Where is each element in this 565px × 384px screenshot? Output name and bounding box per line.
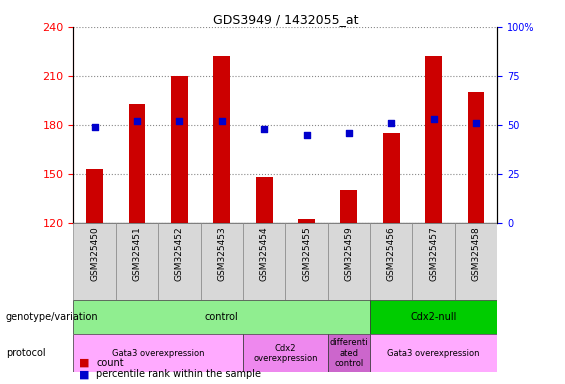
Text: GSM325457: GSM325457 <box>429 227 438 281</box>
Bar <box>243 334 328 372</box>
Point <box>471 120 480 126</box>
Bar <box>214 56 231 223</box>
Text: Gata3 overexpression: Gata3 overexpression <box>388 349 480 358</box>
Bar <box>158 223 201 300</box>
Bar <box>86 169 103 223</box>
Point <box>259 126 269 132</box>
Point <box>90 124 99 130</box>
Text: control: control <box>205 312 238 322</box>
Point <box>344 129 354 136</box>
Text: GSM325458: GSM325458 <box>472 227 480 281</box>
Text: GSM325453: GSM325453 <box>218 227 226 281</box>
Bar <box>128 104 146 223</box>
Bar <box>73 300 370 334</box>
Text: differenti
ated
control: differenti ated control <box>329 338 368 368</box>
Text: Cdx2
overexpression: Cdx2 overexpression <box>253 344 318 363</box>
Point <box>429 116 438 122</box>
Text: Gata3 overexpression: Gata3 overexpression <box>112 349 205 358</box>
Text: GSM325450: GSM325450 <box>90 227 99 281</box>
Point <box>217 118 226 124</box>
Bar <box>243 223 285 300</box>
Bar <box>340 190 358 223</box>
Bar <box>455 223 497 300</box>
Bar <box>171 76 188 223</box>
Bar <box>370 223 412 300</box>
Text: ■: ■ <box>79 369 90 379</box>
Text: GSM325459: GSM325459 <box>345 227 353 281</box>
Text: percentile rank within the sample: percentile rank within the sample <box>96 369 261 379</box>
Bar <box>425 56 442 223</box>
Bar <box>328 334 370 372</box>
Text: ■: ■ <box>79 358 90 368</box>
Bar <box>412 223 455 300</box>
Bar <box>201 223 243 300</box>
Text: count: count <box>96 358 124 368</box>
Bar <box>298 220 315 223</box>
Text: GSM325451: GSM325451 <box>133 227 141 281</box>
Bar <box>73 334 243 372</box>
Text: GSM325454: GSM325454 <box>260 227 268 281</box>
Text: GSM325452: GSM325452 <box>175 227 184 281</box>
Bar <box>285 223 328 300</box>
Text: genotype/variation: genotype/variation <box>6 312 98 322</box>
Bar <box>73 223 116 300</box>
Point <box>302 131 311 138</box>
Point <box>386 120 396 126</box>
Text: GSM325456: GSM325456 <box>387 227 396 281</box>
Text: GSM325455: GSM325455 <box>302 227 311 281</box>
Text: protocol: protocol <box>6 348 45 358</box>
Point <box>132 118 141 124</box>
Text: Cdx2-null: Cdx2-null <box>410 312 457 322</box>
Bar <box>468 92 485 223</box>
Bar <box>255 177 273 223</box>
Bar <box>328 223 370 300</box>
Title: GDS3949 / 1432055_at: GDS3949 / 1432055_at <box>212 13 358 26</box>
Bar <box>370 334 497 372</box>
Bar <box>370 300 497 334</box>
Bar <box>383 133 399 223</box>
Bar <box>116 223 158 300</box>
Point <box>175 118 184 124</box>
